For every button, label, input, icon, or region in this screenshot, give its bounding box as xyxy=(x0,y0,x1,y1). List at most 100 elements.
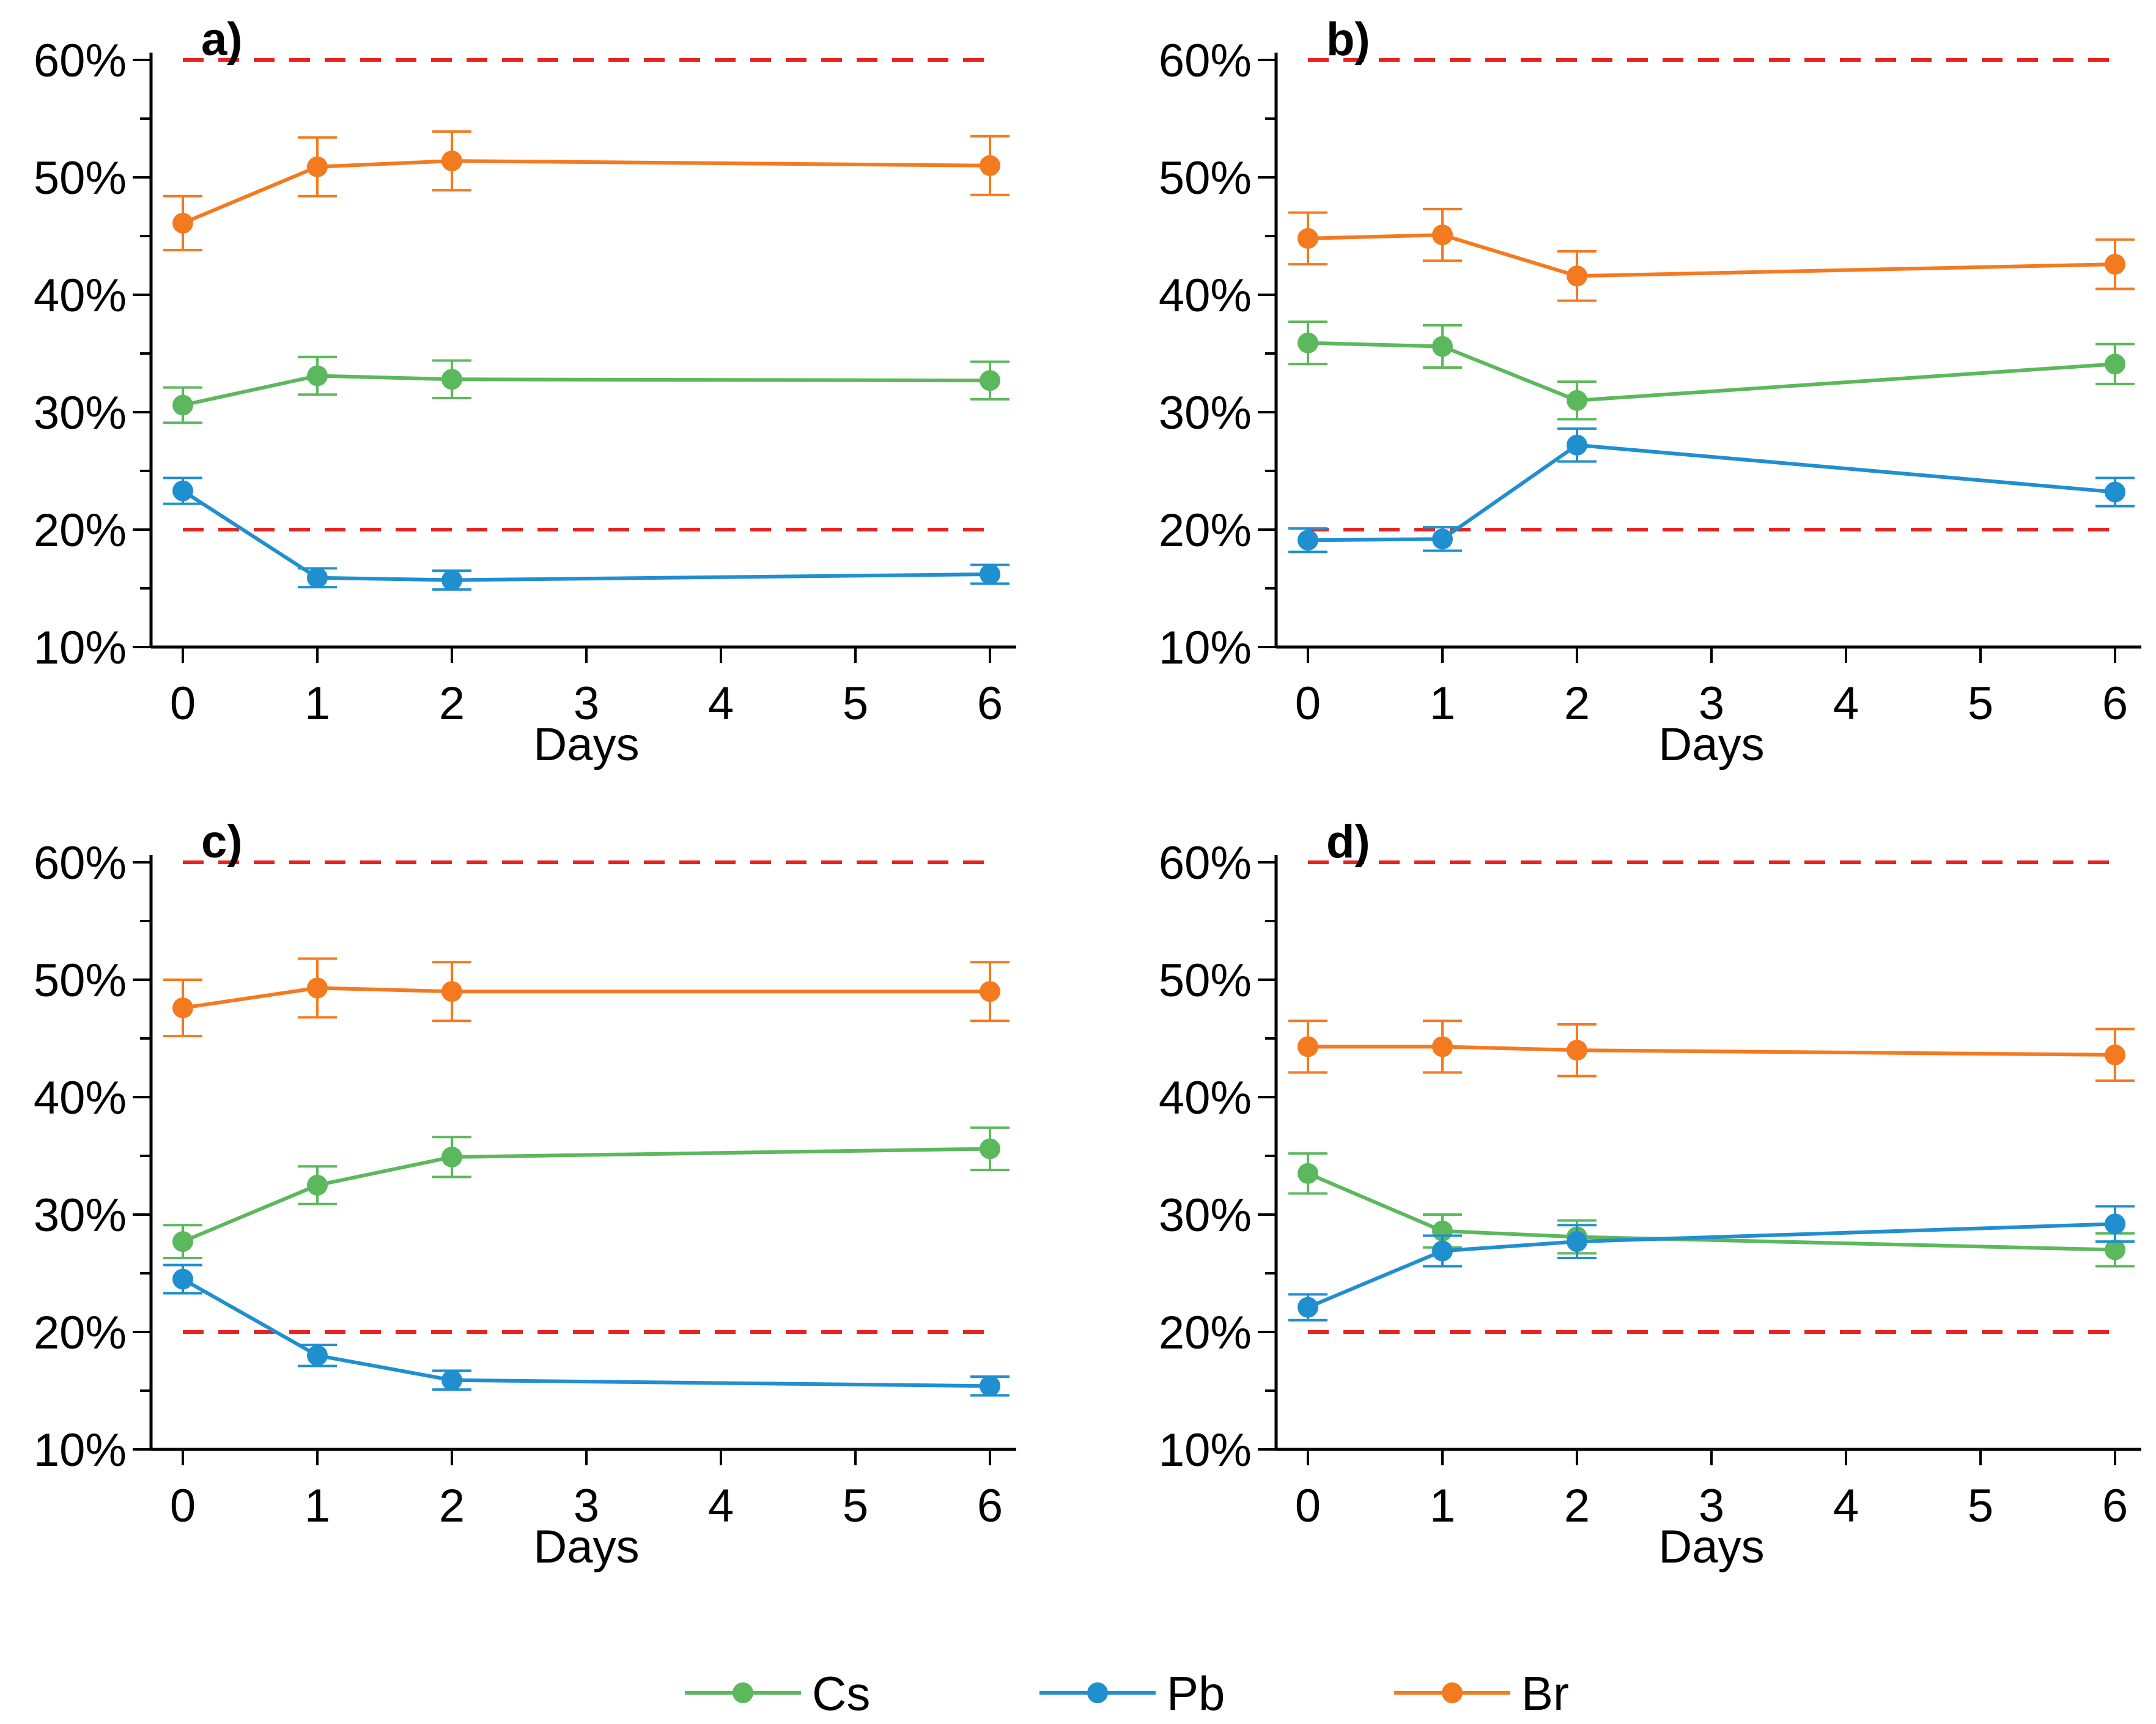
data-point-cs-c-2 xyxy=(441,1146,462,1167)
series-line-cs-c xyxy=(182,1147,991,1243)
data-point-cs-a-3 xyxy=(980,370,1000,391)
y-tick-label-c-4: 50% xyxy=(34,955,127,1007)
y-tick-label-a-5: 60% xyxy=(34,35,127,87)
data-point-br-b-0 xyxy=(1298,228,1318,249)
x-tick-label-c-2: 2 xyxy=(439,1480,465,1532)
data-point-br-b-3 xyxy=(2105,254,2125,275)
data-point-br-c-2 xyxy=(441,981,462,1002)
x-tick-label-a-4: 4 xyxy=(708,678,734,730)
series-line-br-d xyxy=(1308,1045,2116,1057)
data-point-pb-d-3 xyxy=(2105,1213,2125,1235)
data-point-cs-c-1 xyxy=(307,1175,328,1196)
data-point-cs-b-2 xyxy=(1567,390,1587,411)
data-point-br-b-1 xyxy=(1432,224,1453,246)
panel-label-b: b) xyxy=(1326,13,1370,65)
data-point-br-d-3 xyxy=(2105,1044,2125,1065)
y-tick-label-a-2: 30% xyxy=(34,387,127,439)
data-point-br-c-0 xyxy=(172,997,193,1019)
x-tick-label-c-3: 3 xyxy=(574,1480,599,1532)
data-point-br-d-1 xyxy=(1432,1036,1453,1057)
legend: Cs Pb Br xyxy=(685,1667,1569,1720)
legend-item-br: Br xyxy=(1394,1667,1569,1720)
x-tick-label-b-1: 1 xyxy=(1430,678,1455,730)
series-line-pb-a xyxy=(182,489,991,582)
x-tick-label-c-5: 5 xyxy=(843,1480,868,1532)
y-tick-label-d-1: 20% xyxy=(1159,1307,1252,1359)
y-tick-label-c-3: 40% xyxy=(34,1072,127,1124)
data-point-pb-c-2 xyxy=(441,1369,462,1391)
data-point-cs-a-2 xyxy=(441,369,462,390)
series-line-br-a xyxy=(182,159,991,225)
x-tick-label-d-2: 2 xyxy=(1564,1480,1590,1532)
data-point-br-d-0 xyxy=(1298,1036,1318,1057)
x-axis-title-b: Days xyxy=(1658,719,1764,771)
data-point-br-a-0 xyxy=(172,212,193,234)
y-tick-label-a-1: 20% xyxy=(34,505,127,557)
data-point-br-c-3 xyxy=(980,981,1000,1002)
y-tick-label-b-5: 60% xyxy=(1159,35,1252,87)
data-point-pb-d-2 xyxy=(1567,1231,1587,1252)
x-tick-label-a-0: 0 xyxy=(170,678,196,730)
x-axis-title-c: Days xyxy=(533,1521,639,1573)
data-point-cs-d-0 xyxy=(1298,1163,1318,1184)
series-line-cs-a xyxy=(182,374,991,407)
data-point-br-a-1 xyxy=(307,156,328,177)
panel-a: 10% 20% 30% 40% 50% 60% 0 1 2 3 4 5 6 Days a) xyxy=(34,13,1016,771)
series-line-pb-b xyxy=(1307,443,2116,542)
y-tick-label-d-5: 60% xyxy=(1159,837,1252,889)
legend-item-pb: Pb xyxy=(1039,1667,1225,1720)
legend-marker-pb xyxy=(1087,1682,1108,1703)
y-tick-label-a-3: 40% xyxy=(34,270,127,322)
x-tick-label-b-3: 3 xyxy=(1699,678,1724,730)
x-axis-title-a: Days xyxy=(533,719,639,771)
x-tick-label-c-0: 0 xyxy=(170,1480,196,1532)
data-point-cs-b-1 xyxy=(1432,336,1453,357)
data-point-pb-b-1 xyxy=(1432,528,1453,550)
series-line-pb-d xyxy=(1307,1222,2116,1309)
legend-marker-cs xyxy=(733,1682,753,1703)
data-point-cs-a-1 xyxy=(307,365,328,387)
panel-label-c: c) xyxy=(201,816,243,868)
data-point-br-a-2 xyxy=(441,150,462,172)
x-tick-label-c-4: 4 xyxy=(708,1480,734,1532)
series-line-br-b xyxy=(1307,233,2116,278)
data-point-pb-b-2 xyxy=(1567,434,1587,456)
y-tick-label-c-5: 60% xyxy=(34,837,127,889)
data-point-br-b-2 xyxy=(1567,265,1587,287)
data-point-pb-a-3 xyxy=(980,563,1000,585)
y-tick-label-c-2: 30% xyxy=(34,1189,127,1241)
data-point-cs-a-0 xyxy=(172,394,193,416)
x-tick-label-d-0: 0 xyxy=(1295,1480,1321,1532)
series-line-br-c xyxy=(182,986,990,1010)
data-point-pb-b-3 xyxy=(2105,481,2125,503)
legend-label-br: Br xyxy=(1521,1667,1569,1720)
panel-label-a: a) xyxy=(201,13,243,65)
x-tick-label-d-1: 1 xyxy=(1430,1480,1455,1532)
data-point-pb-b-0 xyxy=(1298,530,1318,551)
y-tick-label-b-2: 30% xyxy=(1159,387,1252,439)
data-point-cs-b-0 xyxy=(1298,332,1318,353)
data-point-br-d-2 xyxy=(1567,1040,1587,1061)
x-tick-label-b-4: 4 xyxy=(1833,678,1859,730)
series-line-cs-d xyxy=(1307,1172,2116,1252)
legend-label-pb: Pb xyxy=(1167,1667,1225,1720)
y-tick-label-a-4: 50% xyxy=(34,152,127,204)
data-point-pb-c-3 xyxy=(980,1375,1000,1397)
data-point-pb-d-0 xyxy=(1298,1297,1318,1318)
x-tick-label-a-6: 6 xyxy=(977,678,1003,730)
y-tick-label-d-3: 40% xyxy=(1159,1072,1252,1124)
x-tick-label-a-1: 1 xyxy=(305,678,330,730)
data-point-br-c-1 xyxy=(307,977,328,999)
panel-label-d: d) xyxy=(1326,816,1370,868)
y-tick-label-c-0: 10% xyxy=(34,1424,127,1476)
data-point-pb-c-1 xyxy=(307,1345,328,1366)
y-tick-label-b-0: 10% xyxy=(1159,622,1252,674)
x-tick-label-b-2: 2 xyxy=(1564,678,1590,730)
legend-marker-br xyxy=(1442,1682,1463,1703)
x-axis-title-d: Days xyxy=(1658,1521,1764,1573)
x-tick-label-d-5: 5 xyxy=(1968,1480,1993,1532)
x-tick-label-c-1: 1 xyxy=(305,1480,330,1532)
y-tick-label-d-2: 30% xyxy=(1159,1189,1252,1241)
data-point-pb-d-1 xyxy=(1432,1240,1453,1262)
